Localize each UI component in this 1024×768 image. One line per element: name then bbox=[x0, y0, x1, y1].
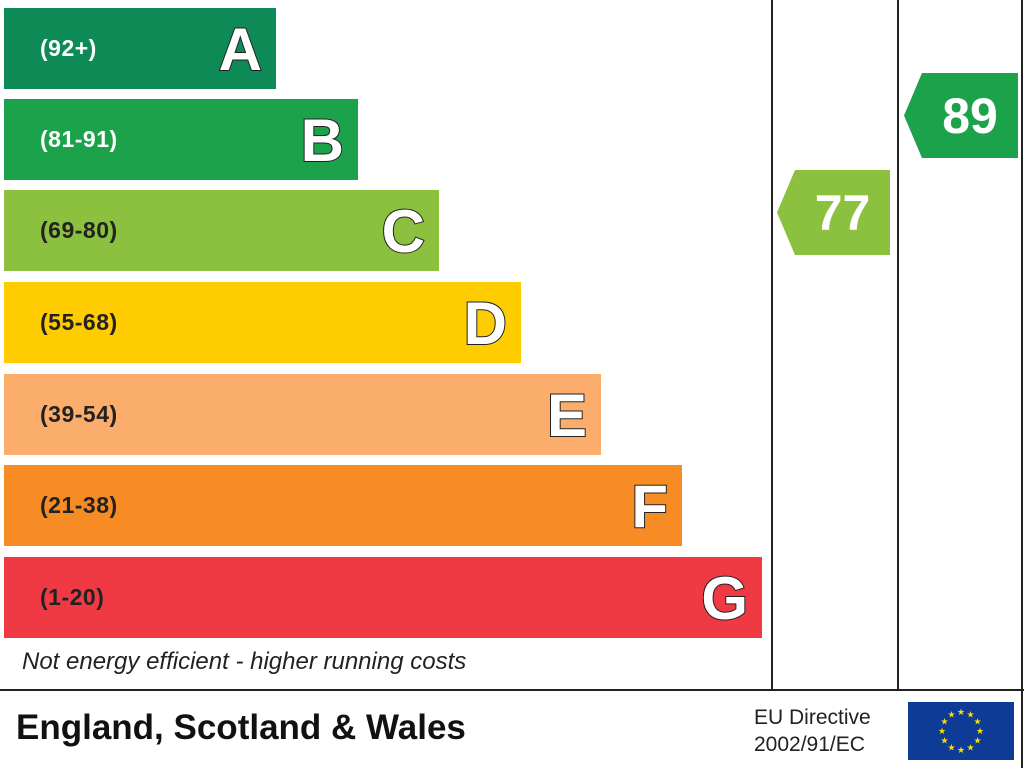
band-range-label: (1-20) bbox=[40, 584, 105, 610]
flag-star: ★ bbox=[973, 717, 981, 727]
flag-star: ★ bbox=[940, 736, 948, 746]
flag-star: ★ bbox=[966, 743, 974, 753]
potential-arrow-shape bbox=[904, 73, 1018, 158]
band-range-label: (55-68) bbox=[40, 309, 118, 335]
flag-star: ★ bbox=[957, 707, 965, 717]
flag-star: ★ bbox=[947, 743, 955, 753]
right-border bbox=[1021, 0, 1023, 768]
band-letter: B bbox=[300, 106, 345, 175]
flag-star: ★ bbox=[973, 736, 981, 746]
flag-star: ★ bbox=[947, 710, 955, 720]
flag-star: ★ bbox=[940, 717, 948, 727]
band-range-label: (81-91) bbox=[40, 126, 118, 152]
potential-rating-value: 89 bbox=[942, 88, 998, 144]
directive-line-2: 2002/91/EC bbox=[754, 733, 865, 756]
band-c: (69-80) C bbox=[4, 190, 439, 271]
band-letter: A bbox=[218, 15, 263, 84]
current-rating-arrow: 77 bbox=[777, 170, 890, 255]
band-letter: C bbox=[381, 197, 426, 266]
band-g: (1-20) G bbox=[4, 557, 762, 638]
potential-column-divider bbox=[897, 0, 899, 690]
potential-rating-arrow: 89 bbox=[904, 73, 1018, 158]
footer-divider bbox=[0, 689, 1024, 691]
current-arrow-shape bbox=[777, 170, 890, 255]
band-letter: G bbox=[700, 564, 749, 633]
eu-directive-text: EU Directive 2002/91/EC bbox=[754, 704, 871, 758]
not-efficient-note: Not energy efficient - higher running co… bbox=[22, 648, 467, 675]
flag-star: ★ bbox=[957, 745, 965, 755]
band-letter: E bbox=[546, 381, 588, 450]
band-range-label: (92+) bbox=[40, 35, 97, 61]
band-range-label: (39-54) bbox=[40, 401, 118, 427]
band-range-label: (69-80) bbox=[40, 217, 118, 243]
eu-flag-icon: ★ ★★★★★★★★★★★ bbox=[908, 702, 1014, 760]
flag-star: ★ bbox=[966, 710, 974, 720]
band-letter: F bbox=[630, 472, 669, 541]
band-d: (55-68) D bbox=[4, 282, 521, 363]
band-a: (92+) A bbox=[4, 8, 276, 89]
band-f: (21-38) F bbox=[4, 465, 682, 546]
region-title: England, Scotland & Wales bbox=[16, 708, 466, 747]
band-range-label: (21-38) bbox=[40, 492, 118, 518]
band-letter: D bbox=[463, 289, 508, 358]
current-rating-value: 77 bbox=[814, 185, 871, 241]
band-b: (81-91) B bbox=[4, 99, 358, 180]
flag-star: ★ bbox=[976, 726, 984, 736]
band-e: (39-54) E bbox=[4, 374, 601, 455]
directive-line-1: EU Directive bbox=[754, 706, 871, 729]
current-column-divider bbox=[771, 0, 773, 690]
flag-star: ★ bbox=[938, 726, 946, 736]
